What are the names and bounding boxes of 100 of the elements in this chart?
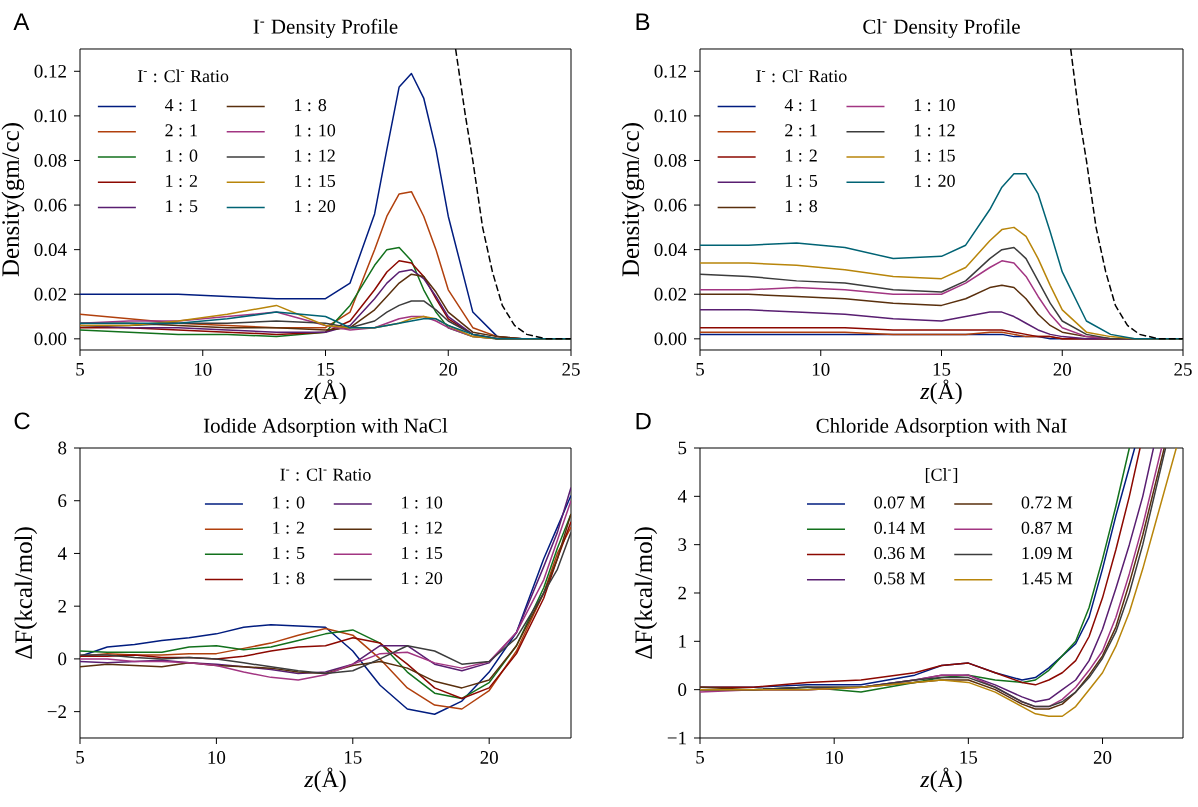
legend-label: 1 : 8 [273, 572, 305, 585]
legend-label: 0.58 M [874, 572, 926, 585]
legend-label: 1 : 2 [273, 521, 305, 534]
legend-label: 1.09 M [1022, 546, 1073, 560]
legend-label: 0.14 M [874, 521, 926, 534]
y-tick-label: 0.04 [34, 243, 67, 257]
y-tick-label: 0.00 [654, 332, 687, 346]
y-tick-label: 0.12 [34, 64, 66, 78]
x-tick-label: 10 [812, 363, 830, 376]
y-tick-label: 0.06 [654, 198, 687, 212]
chart-title: Iodide Adsorption with NaCl [203, 418, 448, 437]
x-tick-label: 5 [696, 363, 704, 376]
legend-label: 1 : 20 [914, 174, 955, 187]
x-tick-label: 20 [1053, 363, 1072, 376]
y-tick-label: 0.08 [654, 154, 687, 167]
legend-label: 1 : 15 [295, 174, 336, 187]
x-tick-label: 20 [480, 751, 498, 764]
text: A [13, 13, 30, 30]
y-tick-label: 8 [58, 441, 67, 455]
x-tick-label: 5 [696, 751, 704, 764]
legend-label: 1 : 12 [914, 124, 955, 137]
legend-label: 1 : 0 [166, 149, 198, 162]
text: C [14, 412, 30, 430]
y-tick-label: −1 [667, 731, 686, 745]
y-tick-label: 0.06 [34, 198, 67, 212]
x-tick-label: 10 [826, 751, 843, 764]
legend-label: 1 : 20 [402, 572, 443, 585]
legend-label: 0.72 M [1021, 496, 1073, 509]
x-tick-label: 10 [194, 363, 212, 376]
y-axis-title: Density(gm/cc) [1, 123, 25, 277]
legend-label: 1 : 8 [295, 99, 327, 112]
y-tick-label: 0 [58, 652, 67, 666]
y-tick-label: 3 [678, 538, 687, 552]
y-axis-title: ΔF(kcal/mol) [14, 527, 38, 659]
legend-label: 1 : 8 [785, 200, 818, 213]
text: D [636, 412, 651, 430]
legend-label: 1 : 15 [402, 546, 443, 560]
legend-title: I$^{-}$ : Cl$^{-}$ Ratio [756, 69, 847, 83]
x-tick-label: 15 [317, 363, 335, 376]
legend-title: [Cl$^{-}$] [925, 468, 958, 483]
legend-label: 1 : 5 [785, 174, 818, 187]
legend-label: 1 : 2 [166, 174, 197, 187]
y-tick-label: 5 [678, 441, 687, 455]
x-tick-label: 5 [76, 751, 84, 764]
y-tick-label: 0.02 [34, 287, 66, 301]
x-axis-title: z(Å) [303, 379, 346, 405]
legend-label: 2 : 1 [785, 124, 817, 137]
chart-title: Cl$^{-}$ Density Profile [863, 18, 1020, 38]
y-tick-label: −2 [47, 705, 66, 718]
legend-title: I$^{-}$ : Cl$^{-}$ Ratio [137, 69, 229, 83]
y-tick-label: 0 [678, 683, 687, 697]
x-tick-label: 15 [933, 363, 951, 376]
y-tick-label: 0.02 [654, 287, 686, 301]
y-tick-label: 0.10 [654, 109, 687, 123]
y-axis-title: ΔF(kcal/mol) [634, 527, 658, 659]
y-tick-label: 1 [679, 635, 686, 648]
y-tick-label: 0.10 [34, 109, 67, 123]
legend-title: I$^{-}$ : Cl$^{-}$ Ratio [280, 468, 371, 481]
legend-label: 0.87 M [1021, 521, 1073, 534]
legend-label: 1 : 5 [166, 200, 198, 213]
y-axis-title: Density(gm/cc) [621, 123, 645, 277]
legend-label: 1 : 2 [785, 149, 817, 162]
y-tick-label: 0.12 [654, 64, 686, 78]
legend-label: 2 : 1 [165, 124, 197, 137]
legend-label: 1 : 15 [914, 149, 955, 162]
x-tick-label: 5 [76, 363, 84, 376]
chart-title: I$^{-}$ Density Profile [253, 18, 398, 38]
x-tick-label: 25 [562, 363, 580, 376]
x-axis-title: z(Å) [919, 767, 962, 793]
y-tick-label: 4 [677, 490, 687, 503]
y-tick-label: 0.04 [654, 243, 687, 257]
x-tick-label: 20 [439, 363, 457, 376]
legend-label: 1 : 0 [273, 496, 305, 509]
x-axis-title: z(Å) [303, 767, 346, 793]
x-tick-label: 25 [1174, 363, 1192, 376]
y-tick-label: 4 [57, 547, 67, 560]
y-tick-label: 0.08 [34, 154, 67, 167]
x-tick-label: 15 [960, 751, 978, 764]
legend-label: 1 : 10 [295, 124, 336, 137]
text: B [636, 13, 650, 30]
legend-label: 4 : 1 [164, 99, 197, 112]
legend-label: 1 : 10 [402, 496, 443, 509]
chart-title: Chloride Adsorption with NaI [816, 418, 1067, 437]
x-tick-label: 15 [344, 751, 362, 764]
y-tick-label: 2 [58, 599, 66, 613]
x-axis-title: z(Å) [919, 379, 962, 405]
legend-label: 1 : 5 [273, 546, 305, 560]
legend-label: 1 : 12 [402, 521, 442, 534]
y-tick-label: 6 [58, 494, 67, 508]
y-tick-label: 2 [678, 586, 686, 600]
legend-label: 1 : 12 [295, 149, 335, 162]
x-tick-label: 20 [1093, 751, 1112, 764]
legend-label: 0.07 M [874, 496, 926, 509]
legend-label: 0.36 M [874, 546, 926, 560]
x-tick-label: 10 [208, 751, 226, 764]
legend-label: 1 : 10 [914, 99, 955, 112]
y-tick-label: 0.00 [34, 332, 67, 346]
legend-label: 4 : 1 [784, 99, 817, 112]
legend-label: 1.45 M [1022, 572, 1073, 585]
legend-label: 1 : 20 [295, 200, 336, 213]
